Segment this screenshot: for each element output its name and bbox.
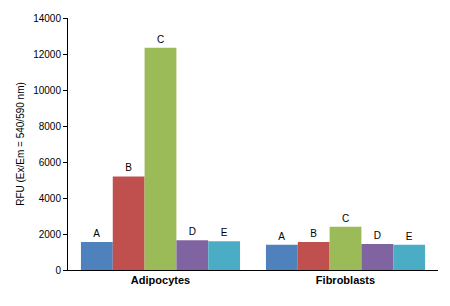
- svg-text:Adipocytes: Adipocytes: [131, 274, 190, 286]
- svg-text:C: C: [342, 213, 349, 224]
- svg-text:C: C: [157, 34, 164, 45]
- svg-text:Fibroblasts: Fibroblasts: [316, 274, 375, 286]
- svg-text:RFU (Ex/Em = 540/590 nm): RFU (Ex/Em = 540/590 nm): [15, 82, 26, 206]
- svg-text:6000: 6000: [39, 157, 62, 168]
- svg-text:2000: 2000: [39, 229, 62, 240]
- svg-text:E: E: [406, 231, 413, 242]
- svg-text:B: B: [310, 228, 317, 239]
- svg-text:8000: 8000: [39, 121, 62, 132]
- svg-text:0: 0: [55, 265, 61, 276]
- svg-text:B: B: [125, 162, 132, 173]
- svg-text:12000: 12000: [33, 49, 61, 60]
- svg-text:E: E: [221, 227, 228, 238]
- svg-text:A: A: [93, 228, 100, 239]
- svg-text:A: A: [278, 231, 285, 242]
- svg-text:4000: 4000: [39, 193, 62, 204]
- svg-text:D: D: [374, 230, 381, 241]
- svg-text:D: D: [189, 226, 196, 237]
- svg-text:10000: 10000: [33, 85, 61, 96]
- svg-text:14000: 14000: [33, 13, 61, 24]
